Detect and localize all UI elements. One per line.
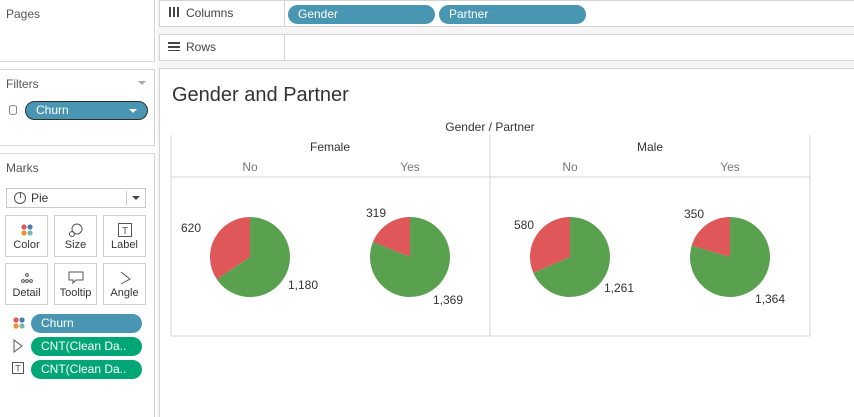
pages-card[interactable]: Pages xyxy=(0,0,155,62)
pie-data-label: 319 xyxy=(366,206,386,220)
pie-slice-churn-yes xyxy=(530,217,570,273)
text-label-icon: T xyxy=(116,221,134,239)
angle-button[interactable]: Angle xyxy=(103,263,146,305)
pages-title: Pages xyxy=(6,7,41,21)
filters-title: Filters xyxy=(6,77,39,91)
tooltip-icon xyxy=(67,269,85,287)
text-label-icon: T xyxy=(12,362,24,377)
partner-header: Yes xyxy=(400,160,420,174)
pie-data-label: 1,364 xyxy=(755,292,785,306)
angle-button-label: Angle xyxy=(110,287,139,299)
columns-pill-label: Partner xyxy=(449,7,489,21)
pie-slice-churn-yes xyxy=(210,217,250,280)
pie-data-label: 620 xyxy=(181,221,201,235)
pie-data-label: 1,180 xyxy=(288,278,318,292)
pie-slice-churn-no xyxy=(370,217,450,297)
size-button-label: Size xyxy=(64,239,87,251)
color-button[interactable]: Color xyxy=(5,215,48,257)
marks-pill-label: CNT(Clean Da.. xyxy=(41,339,127,353)
tooltip-button-label: Tooltip xyxy=(59,287,92,299)
pie-chart-grid: Gender / Partner Female Male No Yes No Yes 620 1… xyxy=(170,120,811,337)
pie-icon xyxy=(14,192,26,204)
dropdown-divider xyxy=(126,191,127,205)
pie-slice-churn-yes xyxy=(372,217,410,257)
marks-pill-label: CNT(Clean Da.. xyxy=(41,362,127,376)
svg-text:T: T xyxy=(121,226,127,237)
marks-pill-angle-count[interactable]: CNT(Clean Da.. xyxy=(31,337,142,356)
tooltip-button[interactable]: Tooltip xyxy=(54,263,97,305)
color-dots-icon xyxy=(12,316,26,333)
detail-dots-icon xyxy=(18,269,36,287)
mark-type-value: Pie xyxy=(31,191,49,205)
size-button[interactable]: Size xyxy=(54,215,97,257)
rows-label: Rows xyxy=(186,40,217,54)
detail-button[interactable]: Detail xyxy=(5,263,48,305)
rows-shelf[interactable]: Rows xyxy=(159,34,854,61)
color-button-label: Color xyxy=(13,239,40,251)
label-button-label: Label xyxy=(111,239,138,251)
detail-button-label: Detail xyxy=(12,287,41,299)
partner-header: No xyxy=(242,160,258,174)
chevron-down-icon[interactable] xyxy=(129,109,137,113)
pie-slice-churn-no xyxy=(690,217,771,297)
view-title: Gender and Partner xyxy=(172,84,349,106)
partner-header: No xyxy=(562,160,578,174)
angle-icon xyxy=(12,339,24,356)
columns-shelf[interactable]: Columns Gender Partner xyxy=(159,0,854,27)
marks-title: Marks xyxy=(6,161,39,175)
pie-slice-churn-yes xyxy=(691,217,730,257)
filter-pill-label: Churn xyxy=(36,103,69,117)
pie-slice-churn-no xyxy=(533,217,611,297)
left-sidebar: Pages Filters Churn Marks Pie Color xyxy=(0,0,157,417)
database-icon xyxy=(9,105,17,115)
columns-shelf-label: Columns xyxy=(160,1,285,26)
size-icon xyxy=(67,221,85,239)
marks-pill-churn[interactable]: Churn xyxy=(31,314,142,333)
pie-data-label: 580 xyxy=(514,218,534,232)
svg-text:T: T xyxy=(15,364,21,374)
partner-header: Yes xyxy=(720,160,740,174)
marks-pill-label: Churn xyxy=(41,316,74,330)
gender-header: Female xyxy=(310,140,350,154)
rows-icon xyxy=(168,35,180,60)
columns-pill-gender[interactable]: Gender xyxy=(288,5,435,24)
color-dots-icon xyxy=(18,221,36,239)
pie-slice-churn-no xyxy=(216,217,290,297)
filter-pill-churn[interactable]: Churn xyxy=(25,101,148,120)
rows-shelf-label: Rows xyxy=(160,35,285,60)
marks-pill-label-count[interactable]: CNT(Clean Da.. xyxy=(31,360,142,379)
angle-icon xyxy=(116,269,134,287)
chevron-down-icon xyxy=(132,196,140,200)
columns-pill-label: Gender xyxy=(298,7,339,21)
pie-data-label: 1,369 xyxy=(433,293,463,307)
column-header-title: Gender / Partner xyxy=(445,120,534,134)
pie-data-label: 1,261 xyxy=(604,281,634,295)
gender-header: Male xyxy=(637,140,663,154)
columns-label: Columns xyxy=(186,6,234,20)
pie-data-label: 350 xyxy=(684,207,704,221)
viz-view: Gender and Partner Gender / Partner Femal… xyxy=(159,68,854,417)
columns-icon xyxy=(168,1,180,26)
card-menu-caret-icon[interactable] xyxy=(138,81,146,85)
columns-pill-partner[interactable]: Partner xyxy=(439,5,586,24)
label-button[interactable]: T Label xyxy=(103,215,146,257)
mark-type-dropdown[interactable]: Pie xyxy=(6,188,146,208)
